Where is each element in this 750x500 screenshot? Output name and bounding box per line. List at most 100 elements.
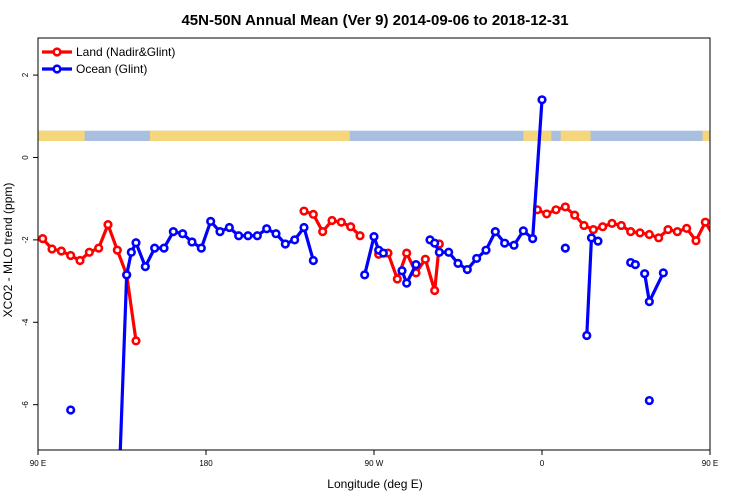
legend: Land (Nadir&Glint) Ocean (Glint) [42, 45, 175, 76]
data-point [582, 330, 592, 341]
chart-title: 45N-50N Annual Mean (Ver 9) 2014-09-06 t… [181, 12, 568, 29]
data-point [299, 206, 309, 216]
land-band-segment [560, 130, 591, 141]
data-point [178, 229, 188, 239]
data-point [644, 229, 654, 240]
data-point [481, 245, 491, 255]
y-tick-label: -6 [21, 401, 30, 409]
data-point [140, 262, 150, 272]
data-point [730, 407, 737, 414]
data-point [346, 222, 356, 232]
data-point [444, 247, 454, 257]
data-point [598, 222, 608, 232]
y-axis-label: XCO2 - MLO trend (ppm) [1, 183, 15, 318]
data-point [66, 405, 76, 415]
data-point [215, 227, 225, 237]
data-point [739, 252, 746, 259]
data-point [644, 297, 654, 307]
data-point [560, 243, 570, 253]
y-tick-label: 2 [21, 72, 30, 77]
data-point [262, 224, 272, 234]
data-point [586, 233, 597, 243]
data-point [290, 235, 300, 245]
data-point [84, 247, 94, 257]
legend-land-label: Land (Nadir&Glint) [76, 45, 175, 59]
x-tick-label: 90 E [30, 459, 46, 468]
plot-area [38, 95, 746, 450]
data-point [355, 231, 365, 241]
legend-ocean-marker [52, 64, 62, 74]
data-point [711, 235, 718, 242]
data-point [640, 269, 650, 279]
land-ocean-band [38, 130, 710, 141]
data-point [75, 255, 85, 266]
data-point [453, 258, 463, 268]
data-point [122, 270, 132, 280]
data-point [626, 227, 636, 237]
data-point [360, 270, 370, 280]
data-point [430, 238, 440, 248]
x-tick-label: 90 E [702, 459, 718, 468]
data-point [691, 236, 701, 246]
legend-land-marker [52, 47, 62, 57]
data-point [308, 255, 318, 266]
data-point [308, 209, 318, 219]
data-point [644, 395, 654, 406]
series-line [41, 223, 138, 342]
data-point [38, 234, 48, 244]
data-point [206, 216, 216, 226]
data-point [472, 253, 482, 264]
data-point [537, 95, 547, 105]
data-point [672, 227, 682, 237]
data-point [224, 222, 234, 233]
series-group [38, 95, 746, 450]
data-point [542, 209, 552, 219]
data-point [588, 224, 598, 235]
data-point [682, 223, 692, 233]
data-point [402, 248, 412, 258]
data-point [196, 243, 206, 253]
data-point [47, 244, 57, 254]
data-point [126, 247, 136, 257]
data-point [560, 202, 570, 212]
x-tick-label: 90 W [365, 459, 384, 468]
data-point [411, 260, 421, 270]
ocean-band [38, 130, 710, 141]
data-point [607, 218, 617, 228]
land-band-segment [150, 130, 350, 141]
y-tick-label: -2 [21, 236, 30, 244]
y-tick-label: -4 [21, 318, 30, 326]
data-point [66, 250, 76, 261]
x-axis-label: Longitude (deg E) [327, 477, 422, 491]
land-band-segment [38, 130, 85, 141]
data-point [299, 222, 309, 233]
data-point [579, 220, 589, 231]
land-band-segment [523, 130, 552, 141]
axis-ticks: 90 E 180 90 W 0 90 E -6 -4 -2 0 2 [21, 72, 718, 468]
data-point [168, 227, 178, 237]
data-point [635, 228, 645, 238]
data-point [243, 231, 253, 241]
x-tick-label: 180 [199, 459, 213, 468]
series-line [118, 219, 315, 450]
data-point [336, 217, 346, 227]
data-point [280, 239, 290, 249]
data-point [663, 224, 673, 235]
data-point [252, 231, 262, 241]
data-point [369, 231, 379, 242]
data-point [509, 240, 519, 250]
data-point [159, 243, 169, 253]
data-point [271, 229, 281, 239]
data-point [630, 260, 640, 270]
data-point [112, 245, 122, 255]
data-point [570, 210, 580, 220]
data-point [103, 220, 113, 230]
data-point [94, 243, 104, 253]
data-point [402, 278, 412, 288]
data-point [551, 205, 561, 215]
data-point [528, 234, 538, 244]
data-point [420, 254, 430, 264]
data-point [518, 226, 528, 236]
land-band-segment [702, 130, 710, 141]
data-point [397, 266, 407, 276]
